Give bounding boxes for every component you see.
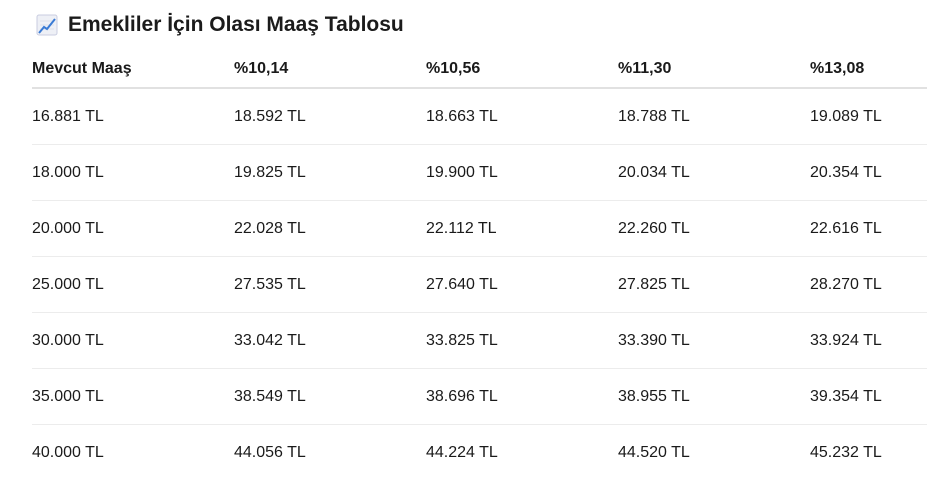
projected-salary-cell: 38.549 TL (234, 369, 426, 425)
projected-salary-cell: 38.955 TL (618, 369, 810, 425)
column-header-rate: %11,30 (618, 50, 810, 88)
chart-increasing-icon (36, 14, 58, 36)
page-title-container: Emekliler İçin Olası Maaş Tablosu (36, 11, 404, 39)
current-salary-cell: 40.000 TL (32, 425, 234, 480)
projected-salary-cell: 44.224 TL (426, 425, 618, 480)
projected-salary-cell: 22.260 TL (618, 201, 810, 257)
projected-salary-cell: 22.028 TL (234, 201, 426, 257)
current-salary-cell: 18.000 TL (32, 145, 234, 201)
current-salary-cell: 30.000 TL (32, 313, 234, 369)
projected-salary-cell: 44.056 TL (234, 425, 426, 480)
current-salary-cell: 16.881 TL (32, 88, 234, 145)
projected-salary-cell: 39.354 TL (810, 369, 927, 425)
projected-salary-cell: 44.520 TL (618, 425, 810, 480)
salary-table: Mevcut Maaş %10,14 %10,56 %11,30 %13,08 … (32, 50, 927, 480)
projected-salary-cell: 22.112 TL (426, 201, 618, 257)
column-header-rate: %13,08 (810, 50, 927, 88)
projected-salary-cell: 27.825 TL (618, 257, 810, 313)
projected-salary-cell: 27.535 TL (234, 257, 426, 313)
projected-salary-cell: 22.616 TL (810, 201, 927, 257)
column-header-rate: %10,56 (426, 50, 618, 88)
column-header-rate: %10,14 (234, 50, 426, 88)
projected-salary-cell: 18.788 TL (618, 88, 810, 145)
projected-salary-cell: 19.900 TL (426, 145, 618, 201)
projected-salary-cell: 18.663 TL (426, 88, 618, 145)
projected-salary-cell: 33.390 TL (618, 313, 810, 369)
current-salary-cell: 35.000 TL (32, 369, 234, 425)
table-header-row: Mevcut Maaş %10,14 %10,56 %11,30 %13,08 (32, 50, 927, 88)
projected-salary-cell: 18.592 TL (234, 88, 426, 145)
current-salary-cell: 20.000 TL (32, 201, 234, 257)
projected-salary-cell: 33.825 TL (426, 313, 618, 369)
projected-salary-cell: 19.825 TL (234, 145, 426, 201)
projected-salary-cell: 33.924 TL (810, 313, 927, 369)
projected-salary-cell: 28.270 TL (810, 257, 927, 313)
page-title: Emekliler İçin Olası Maaş Tablosu (68, 13, 404, 37)
projected-salary-cell: 20.354 TL (810, 145, 927, 201)
column-header-current-salary: Mevcut Maaş (32, 50, 234, 88)
projected-salary-cell: 45.232 TL (810, 425, 927, 480)
projected-salary-cell: 33.042 TL (234, 313, 426, 369)
projected-salary-cell: 19.089 TL (810, 88, 927, 145)
projected-salary-cell: 20.034 TL (618, 145, 810, 201)
current-salary-cell: 25.000 TL (32, 257, 234, 313)
projected-salary-cell: 38.696 TL (426, 369, 618, 425)
projected-salary-cell: 27.640 TL (426, 257, 618, 313)
